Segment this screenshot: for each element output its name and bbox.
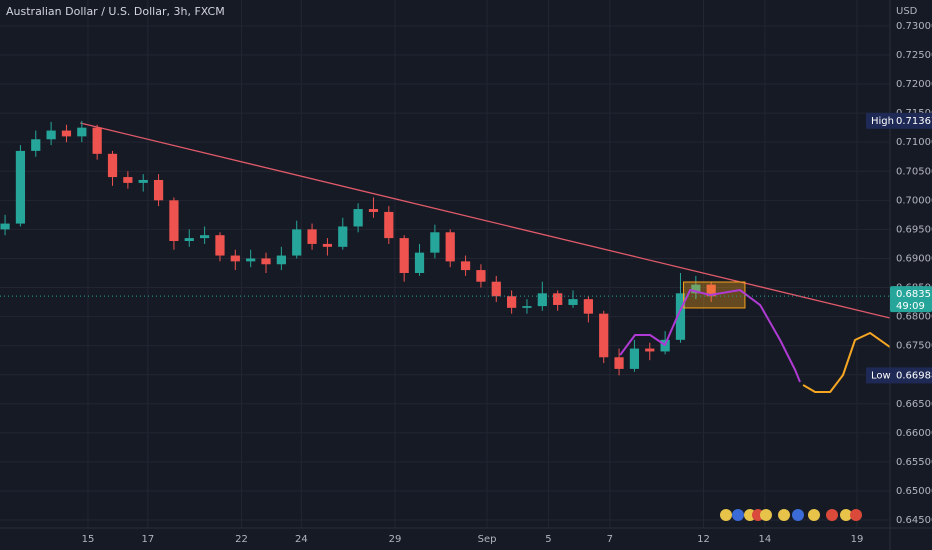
price-tag-name: Low — [871, 370, 891, 381]
candle-body — [61, 130, 72, 137]
candle-body — [138, 179, 148, 183]
candle-body — [31, 139, 41, 151]
candle-body — [568, 299, 578, 305]
x-tick-label: 17 — [141, 534, 154, 545]
candle-body — [123, 177, 133, 183]
x-tick-label: 22 — [235, 534, 248, 545]
candle-body — [675, 293, 686, 340]
candle-body — [184, 238, 194, 242]
candle-body — [384, 211, 394, 239]
candle-body — [706, 284, 716, 297]
candle-body — [276, 255, 286, 265]
candle-body — [476, 270, 486, 282]
candle-body — [599, 313, 609, 358]
candle-body — [583, 299, 593, 314]
candle-body — [445, 232, 455, 262]
candle-body — [200, 235, 210, 239]
x-tick-label: 29 — [389, 534, 402, 545]
last-price-label: 0.68351 — [896, 289, 932, 300]
candle-body — [353, 209, 363, 227]
candle-body — [537, 293, 547, 307]
trendline — [80, 122, 891, 319]
candle-body — [430, 232, 440, 253]
candle-body — [92, 127, 102, 154]
x-tick-label: 5 — [545, 534, 551, 545]
candle-body — [460, 261, 471, 271]
candle-body — [507, 296, 517, 308]
x-tick-label: Sep — [478, 534, 497, 545]
candle-body — [368, 209, 379, 212]
candle-body — [614, 357, 624, 369]
candle-body — [553, 293, 563, 305]
candle-body — [414, 252, 425, 273]
x-tick-label: 19 — [851, 534, 864, 545]
projection-curve — [619, 289, 801, 383]
x-tick-label: 24 — [295, 534, 308, 545]
x-tick-label: 14 — [759, 534, 772, 545]
candle-body — [645, 348, 655, 352]
candle-body — [307, 229, 317, 244]
candle-body — [15, 150, 26, 224]
y-tick-label: 0.73000 — [896, 21, 932, 32]
candle-body — [629, 348, 640, 369]
countdown-label: 49:09 — [896, 301, 925, 312]
candle-body — [0, 223, 10, 230]
last-price-box — [890, 286, 932, 313]
candle-body — [169, 200, 179, 242]
candle-body — [338, 226, 348, 247]
candle-body — [215, 235, 225, 256]
candle-body — [107, 153, 118, 178]
candle-body — [261, 258, 271, 265]
currency-label: USD — [896, 6, 918, 17]
price-tag-box — [866, 367, 932, 384]
chart-title: Australian Dollar / U.S. Dollar, 3h, FXC… — [6, 5, 225, 18]
candle-body — [399, 238, 409, 273]
x-tick-label: 7 — [607, 534, 613, 545]
candle-body — [77, 127, 87, 137]
candle-body — [691, 284, 701, 294]
candle-body — [322, 243, 333, 247]
x-tick-label: 15 — [82, 534, 95, 545]
x-tick-label: 12 — [697, 534, 710, 545]
price-tag-box — [866, 112, 932, 129]
event-icons — [720, 509, 862, 521]
candle-body — [230, 255, 240, 262]
price-tag-name: High — [871, 116, 894, 127]
candle-body — [153, 179, 164, 201]
candle-body — [491, 281, 501, 297]
candle-body — [522, 306, 532, 308]
candle-body — [46, 130, 56, 140]
price-tag-value: 0.71367 — [896, 116, 932, 127]
candle-body — [292, 229, 302, 256]
projection-curve — [802, 331, 891, 394]
candle-body — [246, 258, 256, 262]
price-tag-value: 0.66988 — [896, 370, 932, 381]
